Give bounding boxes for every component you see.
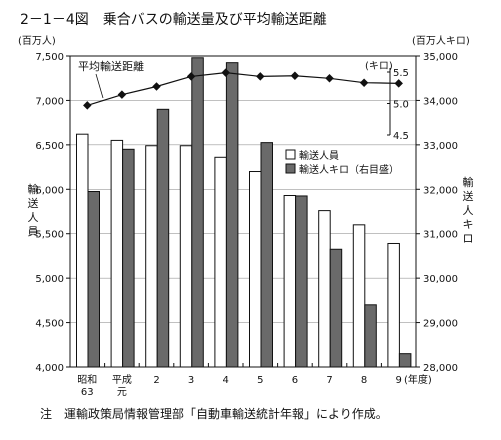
bar-passengers [110,139,124,368]
average-distance-marker [83,101,92,110]
bar-passenger-km [122,148,135,368]
bar-passenger-km [329,248,343,368]
x-tick-label: 63 [81,387,94,398]
left-tick-label: 7,500 [35,52,64,63]
average-distance-series [83,68,403,110]
right-axis-ticks: 28,000 29,000 30,000 31,000 32,000 33,000 34,0… [416,52,458,374]
average-distance-line [87,72,399,106]
average-distance-marker [394,79,403,88]
average-distance-marker [152,82,161,91]
legend-swatch [285,149,296,160]
inner-axis: 4.5 5.0 5.5 [387,68,409,142]
bar-passenger-km [260,142,273,368]
bar-passengers [352,224,366,368]
x-tick-label: 9 [396,375,402,386]
source-note: 注 運輸政策局情報管理部「自動車輸送統計年報」により作成。 [40,406,388,421]
x-axis-unit: (年度) [404,373,432,386]
right-tick-label: 32,000 [423,185,458,196]
bar-passenger-km [156,108,170,368]
right-axis-label-char: キ [463,218,474,231]
right-tick-label: 28,000 [423,363,458,374]
average-distance-marker [117,90,127,99]
x-tick-label: 8 [361,375,367,386]
right-axis-label-char: 送 [463,189,474,203]
left-tick-label: 4,500 [35,319,64,330]
right-tick-label: 30,000 [423,274,458,285]
figure-title: 2－1－4図 乗合バスの輸送量及び平均輸送距離 [20,11,327,28]
x-tick-label: 昭和 [77,374,97,386]
left-axis-ticks: 4,000 4,500 5,000 5,500 6,000 6,500 7,000 7,500 [35,52,70,374]
legend-label: 輸送人員 [299,149,339,162]
left-tick-label: 5,000 [35,274,64,285]
average-distance-label: 平均輸送距離 [78,59,144,73]
bar-passengers [387,242,400,368]
inner-tick-label: 5.5 [393,68,409,79]
bar-passenger-km [398,353,412,368]
legend-box [282,146,410,176]
bar-passengers [214,156,227,368]
right-tick-label: 33,000 [423,141,458,152]
right-tick-label: 35,000 [423,52,458,63]
inner-tick-label: 5.0 [393,100,409,111]
left-axis-label: 輸送人員 [28,182,39,238]
x-tick-label: 5 [257,375,263,386]
bars-group [76,57,412,368]
bar-passengers [145,145,158,368]
left-axis-label-char: 送 [28,196,39,210]
x-tick-label: 6 [292,375,298,386]
left-tick-label: 6,000 [35,185,64,196]
bar-passenger-km [225,62,239,368]
legend-label: 輸送人キロ（右目盛） [299,163,399,176]
right-tick-label: 29,000 [423,319,458,330]
bar-passengers [318,210,331,368]
x-tick-label: 7 [326,375,332,386]
left-axis-unit: (百万人) [18,35,56,47]
average-distance-marker [221,68,230,77]
right-axis-label-char: 輸 [463,175,474,189]
right-axis-unit: (百万人キロ) [412,35,470,47]
bar-passenger-km [87,191,100,368]
x-tick-label: 2 [153,375,159,386]
right-axis-label-char: ロ [463,232,474,245]
left-axis-label-char: 輸 [28,182,39,196]
right-axis-label-char: 人 [463,204,474,217]
left-axis-label-char: 員 [28,225,39,238]
average-distance-marker [290,71,300,81]
bar-passengers [179,145,193,368]
x-tick-label: 平成 [112,374,132,386]
bar-passengers [283,195,297,368]
average-distance-marker [325,74,334,83]
average-distance-marker [359,78,369,87]
x-tick-label: 3 [188,375,194,386]
x-tick-label: 元 [117,387,127,398]
average-distance-marker [256,72,265,81]
right-tick-label: 34,000 [423,96,458,107]
left-tick-label: 7,000 [35,96,64,107]
average-distance-pointer [95,73,104,99]
bar-passenger-km [295,195,308,368]
bar-passenger-km [191,57,204,368]
legend-swatch [285,163,296,174]
inner-axis-unit: (キロ) [365,61,393,72]
left-tick-label: 6,500 [35,141,64,152]
left-axis-label-char: 人 [28,211,39,224]
average-distance-marker [186,72,196,81]
right-axis-label: 輸送人キロ [463,175,474,245]
bar-passengers [249,171,262,368]
bar-passenger-km [364,304,377,368]
bar-passengers [76,133,89,368]
x-tick-label: 4 [223,375,229,386]
right-tick-label: 31,000 [423,230,458,241]
inner-tick-label: 4.5 [393,131,409,142]
left-tick-label: 5,500 [35,230,64,241]
left-tick-label: 4,000 [35,363,64,374]
